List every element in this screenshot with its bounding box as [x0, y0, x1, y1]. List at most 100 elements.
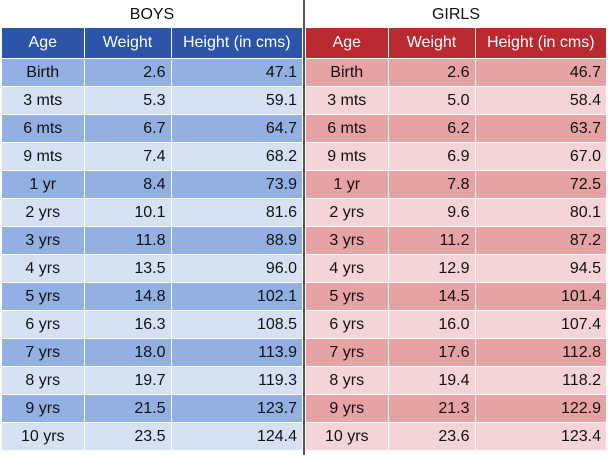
girls-table-row: 3 mts 5.0 58.4 [306, 86, 606, 115]
girls-weight-cell: 9.6 [388, 198, 476, 227]
boys-height-cell: 119.3 [171, 366, 302, 395]
girls-height-cell: 80.1 [475, 198, 606, 227]
girls-age-cell: 3 mts [306, 86, 389, 115]
girls-age-cell: 8 yrs [306, 366, 389, 395]
boys-height-cell: 64.7 [171, 114, 302, 143]
girls-height-cell: 67.0 [475, 142, 606, 171]
girls-weight-cell: 2.6 [388, 58, 476, 87]
boys-table-row: 3 mts 5.3 59.1 [2, 86, 302, 115]
boys-age-cell: 5 yrs [2, 282, 85, 311]
girls-weight-cell: 16.0 [388, 310, 476, 339]
boys-table-row: 9 yrs 21.5 123.7 [2, 394, 302, 423]
girls-table-row: 8 yrs 19.4 118.2 [306, 366, 606, 395]
boys-weight-cell: 19.7 [84, 366, 172, 395]
girls-title: GIRLS [431, 6, 480, 23]
boys-table-row: 9 mts 7.4 68.2 [2, 142, 302, 171]
boys-height-cell: 73.9 [171, 170, 302, 199]
girls-table-row: Birth 2.6 46.7 [306, 58, 606, 87]
girls-height-cell: 122.9 [475, 394, 606, 423]
girls-table-row: 7 yrs 17.6 112.8 [306, 338, 606, 367]
boys-age-cell: 7 yrs [2, 338, 85, 367]
boys-weight-cell: 10.1 [84, 198, 172, 227]
boys-table-row: 8 yrs 19.7 119.3 [2, 366, 302, 395]
boys-table-row: 2 yrs 10.1 81.6 [2, 198, 302, 227]
girls-age-cell: 6 mts [306, 114, 389, 143]
boys-height-cell: 108.5 [171, 310, 302, 339]
boys-weight-cell: 6.7 [84, 114, 172, 143]
girls-weight-cell: 5.0 [388, 86, 476, 115]
boys-height-cell: 113.9 [171, 338, 302, 367]
boys-age-cell: 10 yrs [2, 422, 85, 450]
girls-height-cell: 63.7 [475, 114, 606, 143]
girls-height-cell: 72.5 [475, 170, 606, 199]
boys-table-row: 10 yrs 23.5 124.4 [2, 422, 302, 450]
boys-table-row: 6 yrs 16.3 108.5 [2, 310, 302, 339]
boys-weight-cell: 7.4 [84, 142, 172, 171]
girls-age-cell: Birth [306, 58, 389, 87]
boys-table-row: 5 yrs 14.8 102.1 [2, 282, 302, 311]
girls-height-cell: 94.5 [475, 254, 606, 283]
girls-table-row: 10 yrs 23.6 123.4 [306, 422, 606, 450]
girls-age-cell: 4 yrs [306, 254, 389, 283]
boys-table-row: 4 yrs 13.5 96.0 [2, 254, 302, 283]
girls-weight-cell: 23.6 [388, 422, 476, 450]
girls-weight-cell: 6.2 [388, 114, 476, 143]
girls-age-cell: 5 yrs [306, 282, 389, 311]
girls-height-cell: 118.2 [475, 366, 606, 395]
boys-age-cell: 9 yrs [2, 394, 85, 423]
boys-table-body: Birth 2.6 47.1 3 mts 5.3 59.1 6 mts 6.7 64.7 9 mt… [2, 58, 302, 450]
boys-weight-cell: 8.4 [84, 170, 172, 199]
girls-table-row: 2 yrs 9.6 80.1 [306, 198, 606, 227]
girls-table: Age Weight Height (in cms) Birth 2.6 46.7 3… [306, 28, 606, 450]
boys-age-cell: 2 yrs [2, 198, 85, 227]
girls-age-cell: 3 yrs [306, 226, 389, 255]
girls-age-cell: 7 yrs [306, 338, 389, 367]
boys-age-cell: 9 mts [2, 142, 85, 171]
girls-weight-cell: 19.4 [388, 366, 476, 395]
girls-header-height: Height (in cms) [475, 28, 606, 59]
boys-panel: BOYS Age Weight Height (in cms) Birth 2.6… [2, 0, 302, 455]
boys-weight-cell: 5.3 [84, 86, 172, 115]
girls-height-cell: 107.4 [475, 310, 606, 339]
girls-weight-cell: 14.5 [388, 282, 476, 311]
girls-height-cell: 46.7 [475, 58, 606, 87]
boys-age-cell: Birth [2, 58, 85, 87]
boys-header-height: Height (in cms) [171, 28, 302, 59]
boys-table-row: 1 yr 8.4 73.9 [2, 170, 302, 199]
boys-age-cell: 8 yrs [2, 366, 85, 395]
boys-height-cell: 96.0 [171, 254, 302, 283]
boys-age-cell: 3 mts [2, 86, 85, 115]
boys-weight-cell: 2.6 [84, 58, 172, 87]
girls-age-cell: 1 yr [306, 170, 389, 199]
girls-weight-cell: 11.2 [388, 226, 476, 255]
girls-table-row: 9 mts 6.9 67.0 [306, 142, 606, 171]
girls-table-row: 9 yrs 21.3 122.9 [306, 394, 606, 423]
boys-weight-cell: 18.0 [84, 338, 172, 367]
boys-title: BOYS [129, 6, 175, 23]
girls-age-cell: 2 yrs [306, 198, 389, 227]
boys-age-cell: 6 mts [2, 114, 85, 143]
boys-height-cell: 102.1 [171, 282, 302, 311]
boys-age-cell: 3 yrs [2, 226, 85, 255]
girls-age-cell: 9 yrs [306, 394, 389, 423]
girls-table-row: 6 yrs 16.0 107.4 [306, 310, 606, 339]
boys-age-cell: 4 yrs [2, 254, 85, 283]
girls-height-cell: 123.4 [475, 422, 606, 450]
girls-weight-cell: 21.3 [388, 394, 476, 423]
girls-weight-cell: 6.9 [388, 142, 476, 171]
girls-weight-cell: 12.9 [388, 254, 476, 283]
boys-age-cell: 6 yrs [2, 310, 85, 339]
boys-table-row: 6 mts 6.7 64.7 [2, 114, 302, 143]
girls-age-cell: 9 mts [306, 142, 389, 171]
girls-height-cell: 112.8 [475, 338, 606, 367]
girls-table-row: 6 mts 6.2 63.7 [306, 114, 606, 143]
girls-age-cell: 6 yrs [306, 310, 389, 339]
boys-weight-cell: 11.8 [84, 226, 172, 255]
boys-height-cell: 47.1 [171, 58, 302, 87]
boys-table-row: 3 yrs 11.8 88.9 [2, 226, 302, 255]
boys-header-row: Age Weight Height (in cms) [2, 28, 302, 59]
boys-header-age: Age [2, 28, 85, 59]
girls-age-cell: 10 yrs [306, 422, 389, 450]
boys-table-row: 7 yrs 18.0 113.9 [2, 338, 302, 367]
boys-weight-cell: 16.3 [84, 310, 172, 339]
